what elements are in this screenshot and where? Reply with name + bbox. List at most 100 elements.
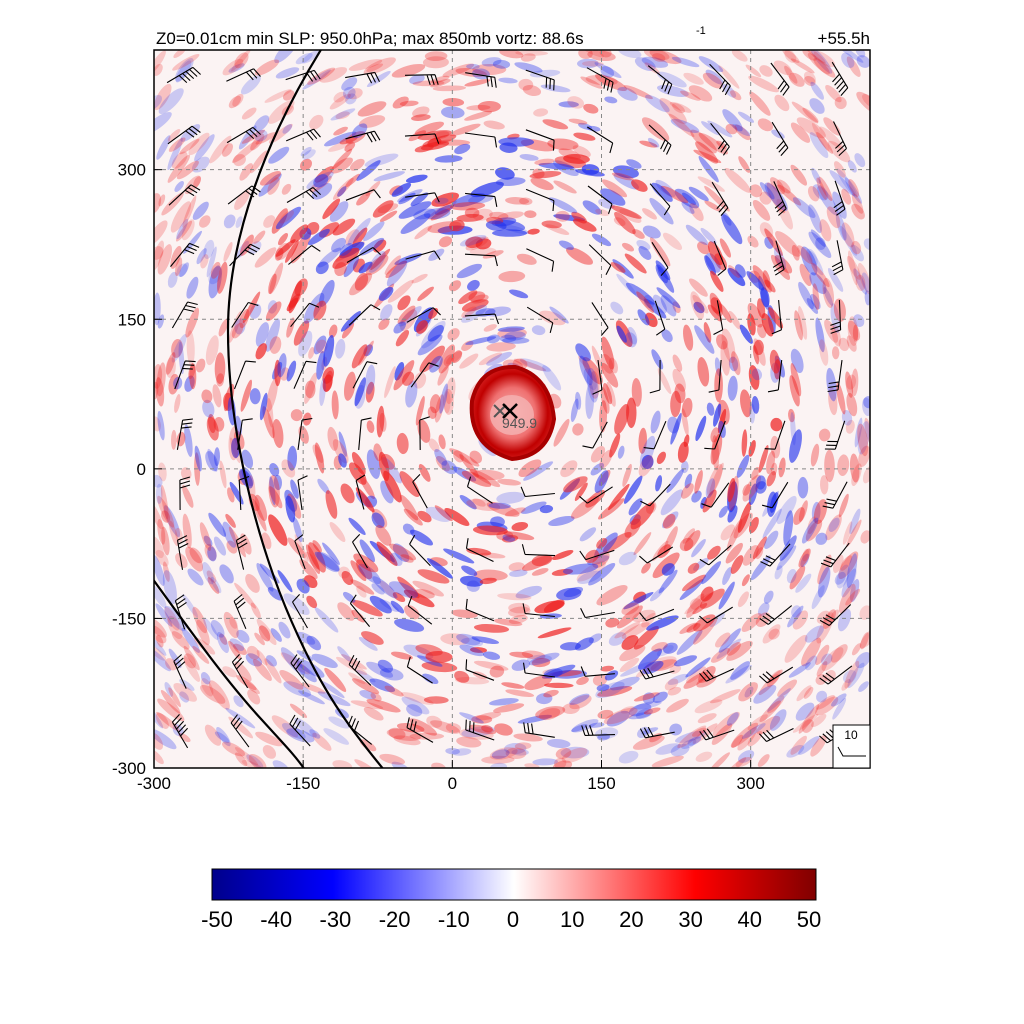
vorticity-cell xyxy=(531,657,551,668)
vorticity-cell xyxy=(155,483,163,504)
vorticity-cell xyxy=(437,365,449,386)
vorticity-cell xyxy=(553,180,577,194)
vorticity-cell xyxy=(246,754,264,768)
vorticity-cell xyxy=(846,553,858,589)
vorticity-cell xyxy=(275,206,302,230)
wind-barb xyxy=(233,594,247,630)
vorticity-cell xyxy=(369,595,392,614)
vorticity-cell xyxy=(794,310,803,341)
vorticity-cell xyxy=(829,170,856,197)
vorticity-cell xyxy=(790,412,796,446)
vorticity-cell xyxy=(182,485,194,508)
vorticity-cell xyxy=(496,491,525,504)
vorticity-cell xyxy=(307,67,336,85)
vorticity-cell xyxy=(489,747,518,760)
vorticity-cell xyxy=(832,191,847,219)
vorticity-cell xyxy=(191,156,210,173)
vorticity-cell xyxy=(378,451,390,482)
vorticity-cell xyxy=(171,151,188,169)
vorticity-cell xyxy=(157,698,185,722)
vorticity-cell xyxy=(514,742,532,750)
vorticity-cell xyxy=(203,239,215,259)
vorticity-cell xyxy=(835,212,847,241)
vorticity-cell xyxy=(815,696,839,716)
vorticity-cell xyxy=(283,593,310,616)
vorticity-cell xyxy=(768,670,781,683)
vorticity-cell xyxy=(547,138,579,151)
vorticity-cell xyxy=(778,457,786,478)
vorticity-cell xyxy=(788,72,805,87)
vorticity-cell xyxy=(304,380,316,399)
wind-barb xyxy=(525,188,555,212)
vorticity-cell xyxy=(311,653,338,669)
vorticity-cell xyxy=(174,394,181,413)
vorticity-cell xyxy=(709,462,724,496)
vorticity-cell xyxy=(359,539,376,563)
wind-barb xyxy=(405,250,441,260)
vorticity-cell xyxy=(826,206,841,229)
vorticity-cell xyxy=(587,367,599,403)
vorticity-cell xyxy=(222,666,238,678)
vorticity-cell xyxy=(234,747,259,766)
vorticity-cell xyxy=(655,179,676,197)
vorticity-cell xyxy=(684,473,693,489)
vorticity-cell xyxy=(419,345,445,373)
vorticity-cell xyxy=(863,238,870,250)
vorticity-cell xyxy=(784,65,798,84)
vorticity-cell xyxy=(585,549,599,563)
wind-barb xyxy=(292,594,308,629)
vorticity-cell xyxy=(739,324,753,344)
vorticity-cell xyxy=(655,264,668,284)
vorticity-cell xyxy=(649,50,682,65)
vorticity-cell xyxy=(181,627,200,653)
vorticity-cell xyxy=(608,483,630,511)
vorticity-cell xyxy=(428,438,440,453)
vorticity-cell xyxy=(816,661,828,677)
vorticity-cell xyxy=(161,510,171,523)
vorticity-cell xyxy=(642,660,664,675)
vorticity-cell xyxy=(414,121,445,136)
vorticity-cell xyxy=(753,339,764,356)
vorticity-cell xyxy=(449,123,481,136)
vorticity-cell xyxy=(847,250,858,286)
vorticity-cell xyxy=(551,568,574,576)
vorticity-cell xyxy=(359,237,385,256)
vorticity-cell xyxy=(225,707,256,729)
vorticity-cell xyxy=(741,429,748,457)
vorticity-cell xyxy=(632,229,645,239)
vorticity-cell xyxy=(600,66,615,78)
vorticity-cell xyxy=(845,371,854,398)
vorticity-cell xyxy=(332,177,354,200)
vorticity-cell xyxy=(811,714,827,728)
x-tick-label: 300 xyxy=(736,774,764,793)
vorticity-cell xyxy=(397,295,411,311)
wind-barb xyxy=(771,121,789,156)
vorticity-cell xyxy=(690,129,717,154)
vorticity-cell xyxy=(732,124,751,137)
vorticity-cell xyxy=(726,642,741,656)
vorticity-cell xyxy=(857,421,870,455)
vorticity-cell xyxy=(317,478,330,495)
vorticity-cell xyxy=(747,730,763,747)
vorticity-cell xyxy=(850,244,864,262)
vorticity-cell xyxy=(526,654,552,664)
vorticity-cell xyxy=(718,303,732,323)
vorticity-cell xyxy=(470,294,489,304)
wind-barb xyxy=(699,728,735,741)
vorticity-cell xyxy=(509,569,528,577)
vorticity-cell xyxy=(196,248,207,265)
vorticity-cell xyxy=(158,194,166,207)
wind-barb xyxy=(404,74,439,85)
vorticity-cell xyxy=(578,355,591,370)
vorticity-cell xyxy=(552,550,574,560)
vorticity-cell xyxy=(250,133,265,151)
vorticity-cell xyxy=(599,449,613,469)
vorticity-cell xyxy=(267,587,283,601)
vorticity-cell xyxy=(204,724,222,746)
vorticity-cell xyxy=(461,470,492,487)
vorticity-cell xyxy=(176,263,188,277)
vorticity-cell xyxy=(664,678,679,691)
vorticity-cell xyxy=(617,86,638,101)
vorticity-cell xyxy=(760,287,770,308)
